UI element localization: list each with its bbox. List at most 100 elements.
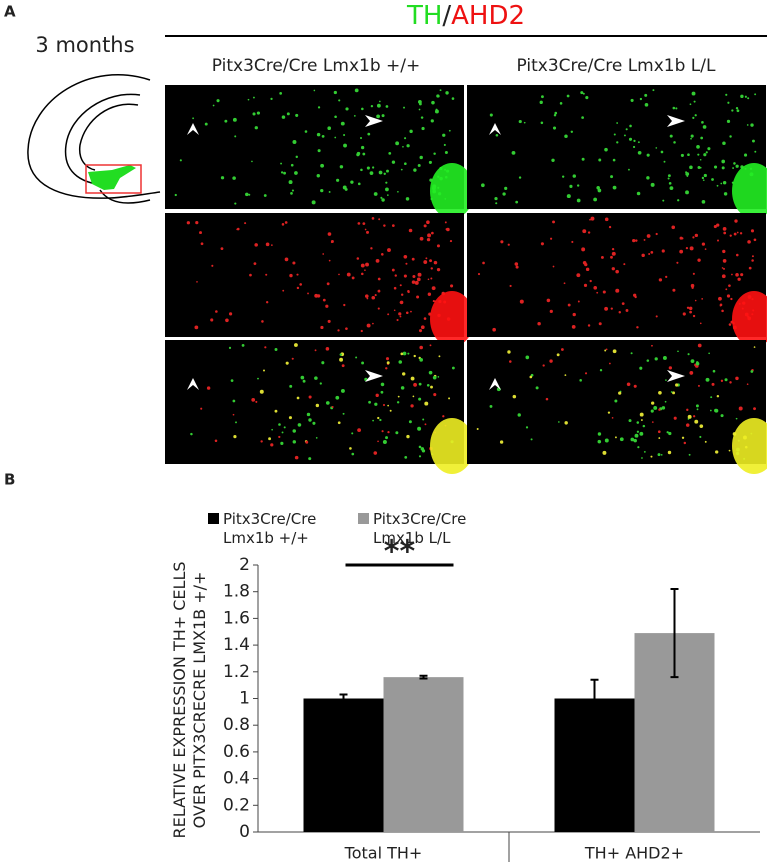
cell [680,153,684,157]
cell [720,414,724,418]
cell [525,426,529,429]
cell [753,346,756,348]
cell [448,397,451,400]
cell [728,323,732,326]
cell [658,278,663,282]
cell [632,238,636,243]
cell [630,437,635,442]
cell [655,232,658,236]
cell [228,346,232,349]
y-axis-title: RELATIVE EXPRESSION TH+ CELLSOVER PITX3C… [170,561,209,838]
cell [579,379,582,382]
cell [331,405,334,409]
cell [433,393,437,397]
cell [583,283,588,287]
cell [257,377,259,380]
cell [723,192,728,196]
cell [380,253,384,256]
cell [689,103,692,106]
cell [509,360,512,363]
cell [330,240,334,243]
cell [711,382,715,386]
cell [719,304,722,307]
cell [357,428,361,433]
cell [313,89,316,92]
cell [291,189,295,192]
cell [723,231,727,235]
signal [430,163,474,219]
significance-label: ** [384,535,416,570]
cell [325,347,330,351]
cell [405,197,410,201]
cell [629,124,632,128]
cell [614,436,617,439]
cell [729,381,732,384]
cell [720,182,723,185]
cell [215,310,218,313]
cell [292,429,296,433]
cell [681,436,685,439]
cell [286,112,290,116]
cell [636,326,639,329]
cell [646,176,650,180]
cell [430,385,433,389]
cell [511,150,516,155]
cell [740,94,744,99]
cell [311,200,316,205]
cell [270,443,274,447]
cell [615,269,619,274]
cell [636,421,640,424]
cell [280,171,284,174]
title-part: TH [406,1,442,31]
cell [517,413,521,417]
cell [648,253,651,256]
cell [654,357,658,361]
cell [364,294,369,298]
y-tick-label: 0.6 [223,742,250,762]
cell [530,438,533,441]
cell [725,93,728,96]
cell [292,140,297,145]
figure-title: TH/AHD2 [406,1,525,31]
cell [613,133,616,136]
cell [366,297,369,300]
cell [710,396,713,399]
title-part: / [442,1,451,31]
cell [361,272,364,276]
cell [687,353,690,356]
cell [611,416,614,419]
cell [325,304,329,308]
cell [308,395,312,399]
cell [268,437,271,441]
cell [327,232,332,236]
cell [372,419,374,422]
cell [554,111,558,115]
cell [651,401,655,405]
cell [399,315,402,318]
cell [593,197,598,202]
cell [372,322,374,325]
arrowhead [365,370,383,382]
cell [406,144,410,148]
cell [410,404,414,408]
signal [732,291,767,347]
cell [599,369,603,372]
cell [312,421,316,425]
cell [296,396,300,400]
cell [715,450,719,454]
cell [675,383,679,387]
cell [744,95,747,98]
cell [426,220,430,225]
cell [639,431,644,436]
cell [244,222,247,225]
cell [220,247,224,250]
cell [563,282,566,285]
cell [732,167,735,169]
cell [728,449,731,452]
title-part: AHD2 [451,1,525,31]
legend-swatch [358,513,369,524]
cell [288,180,293,185]
cell [553,114,557,117]
cell [702,179,705,181]
